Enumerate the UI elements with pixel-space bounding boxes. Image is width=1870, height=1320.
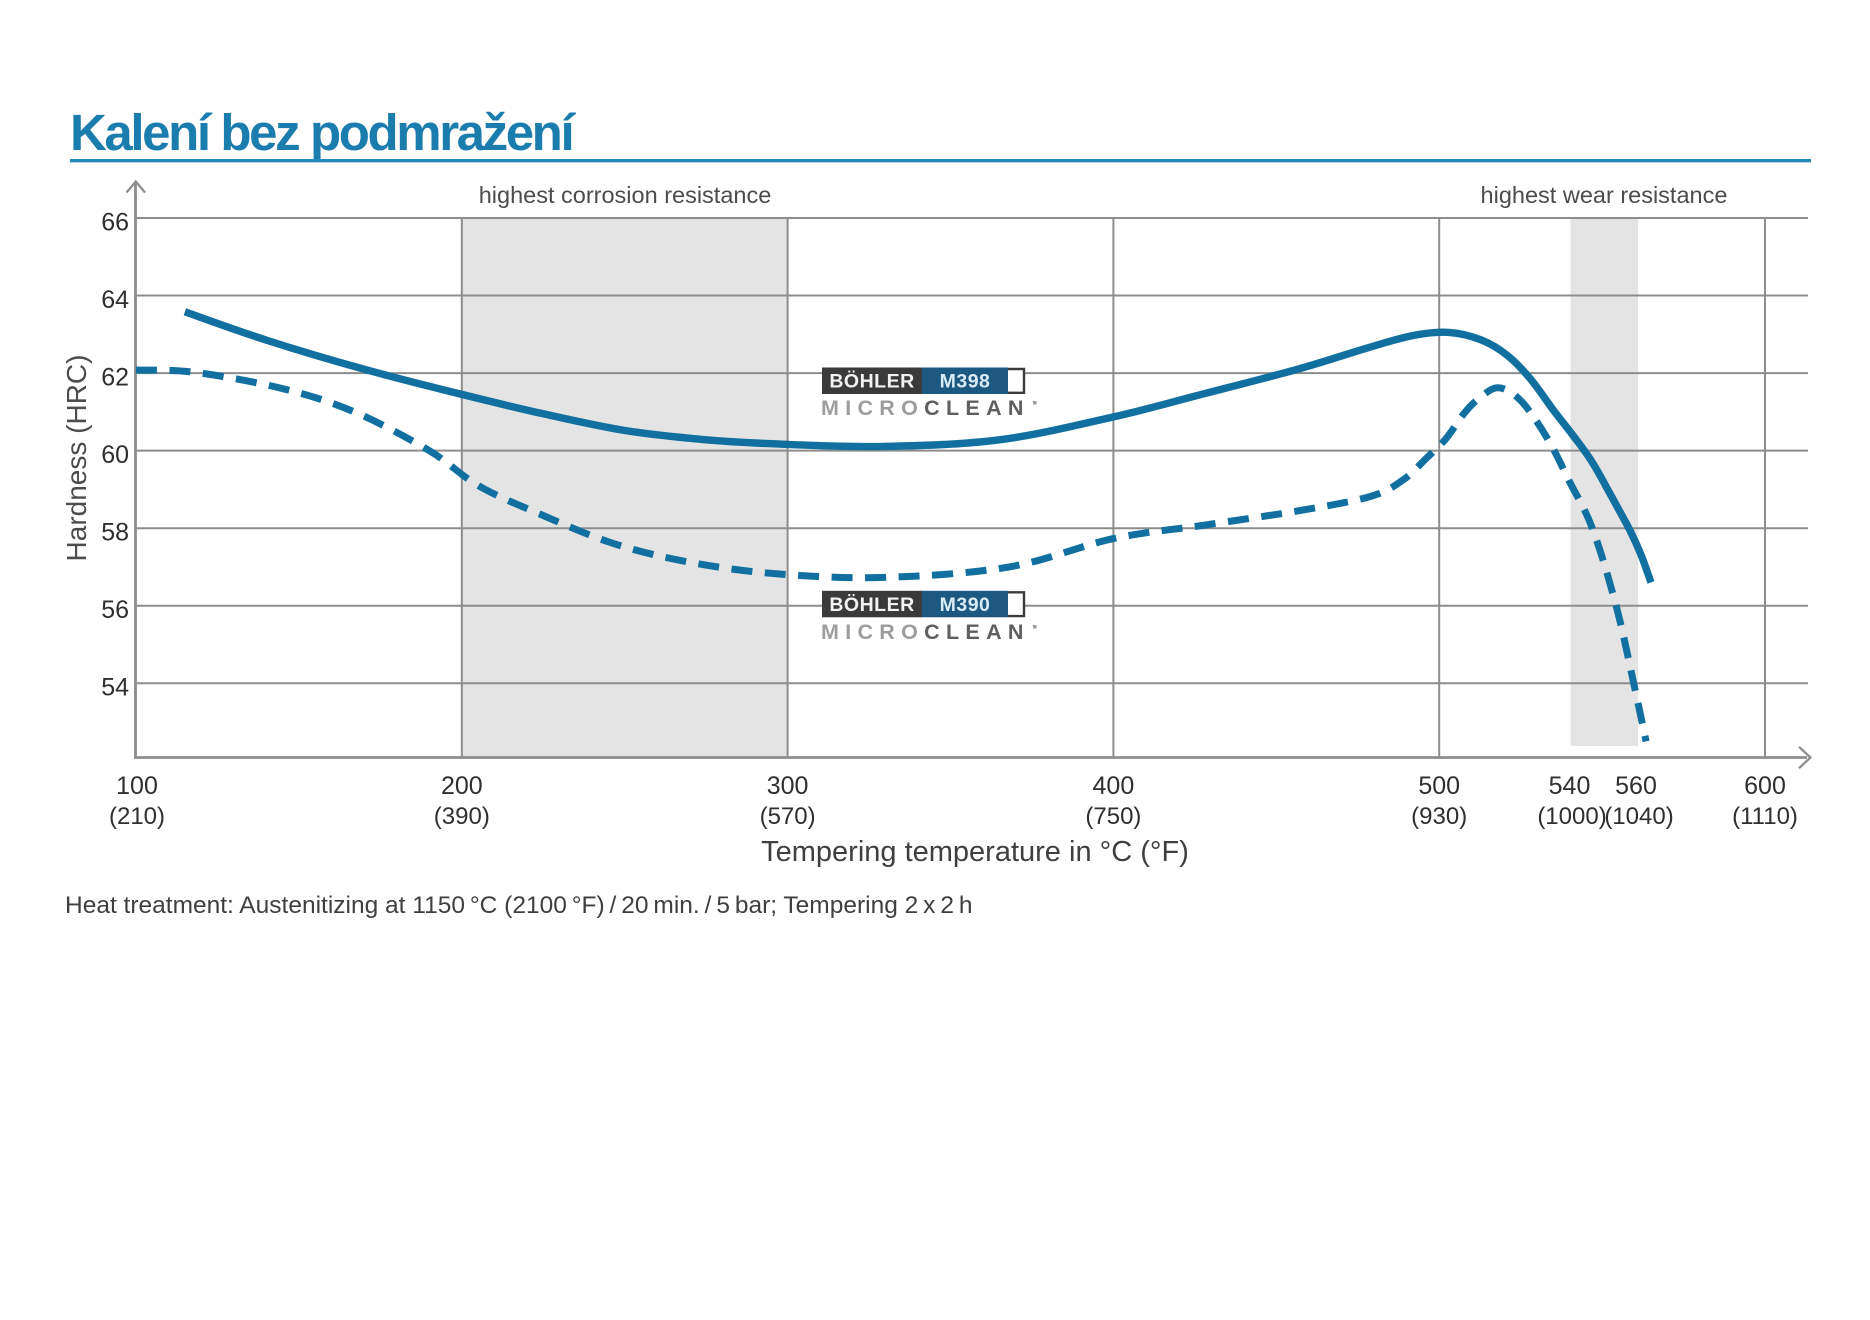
svg-text:(1000): (1000) xyxy=(1537,803,1606,830)
svg-text:MICROCLEAN: MICROCLEAN xyxy=(821,620,1030,644)
svg-text:(210): (210) xyxy=(109,803,165,830)
svg-text:100: 100 xyxy=(116,772,158,800)
svg-text:500: 500 xyxy=(1418,772,1460,800)
svg-text:BÖHLER: BÖHLER xyxy=(829,593,914,616)
svg-text:(1040): (1040) xyxy=(1604,803,1673,830)
svg-text:60: 60 xyxy=(101,441,129,469)
svg-text:Hardness (HRC): Hardness (HRC) xyxy=(61,355,92,562)
svg-text:540: 540 xyxy=(1549,772,1591,800)
svg-text:Kalení bez podmražení: Kalení bez podmražení xyxy=(70,104,576,161)
svg-text:58: 58 xyxy=(101,519,129,547)
svg-text:Heat treatment: Austenitizing: Heat treatment: Austenitizing at 1150 °C… xyxy=(65,892,972,919)
svg-text:66: 66 xyxy=(101,209,129,237)
svg-text:(930): (930) xyxy=(1411,803,1467,830)
svg-text:400: 400 xyxy=(1093,772,1135,800)
svg-text:(570): (570) xyxy=(760,803,816,830)
svg-text:MICROCLEAN: MICROCLEAN xyxy=(821,396,1030,420)
svg-text:Tempering temperature in °C (°: Tempering temperature in °C (°F) xyxy=(761,836,1189,868)
svg-text:BÖHLER: BÖHLER xyxy=(829,370,914,393)
svg-text:64: 64 xyxy=(101,286,129,314)
svg-text:(390): (390) xyxy=(434,803,490,830)
svg-text:560: 560 xyxy=(1615,772,1657,800)
svg-text:300: 300 xyxy=(767,772,809,800)
svg-text:M390: M390 xyxy=(940,594,991,616)
svg-text:200: 200 xyxy=(441,772,483,800)
svg-text:(1110): (1110) xyxy=(1732,803,1798,830)
svg-text:54: 54 xyxy=(101,674,129,702)
svg-text:600: 600 xyxy=(1744,772,1786,800)
svg-text:62: 62 xyxy=(101,364,129,392)
svg-text:(750): (750) xyxy=(1085,803,1141,830)
svg-text:M398: M398 xyxy=(940,371,991,393)
svg-text:highest corrosion resistance: highest corrosion resistance xyxy=(479,182,772,208)
svg-text:56: 56 xyxy=(101,596,129,624)
svg-text:highest wear resistance: highest wear resistance xyxy=(1481,182,1728,208)
